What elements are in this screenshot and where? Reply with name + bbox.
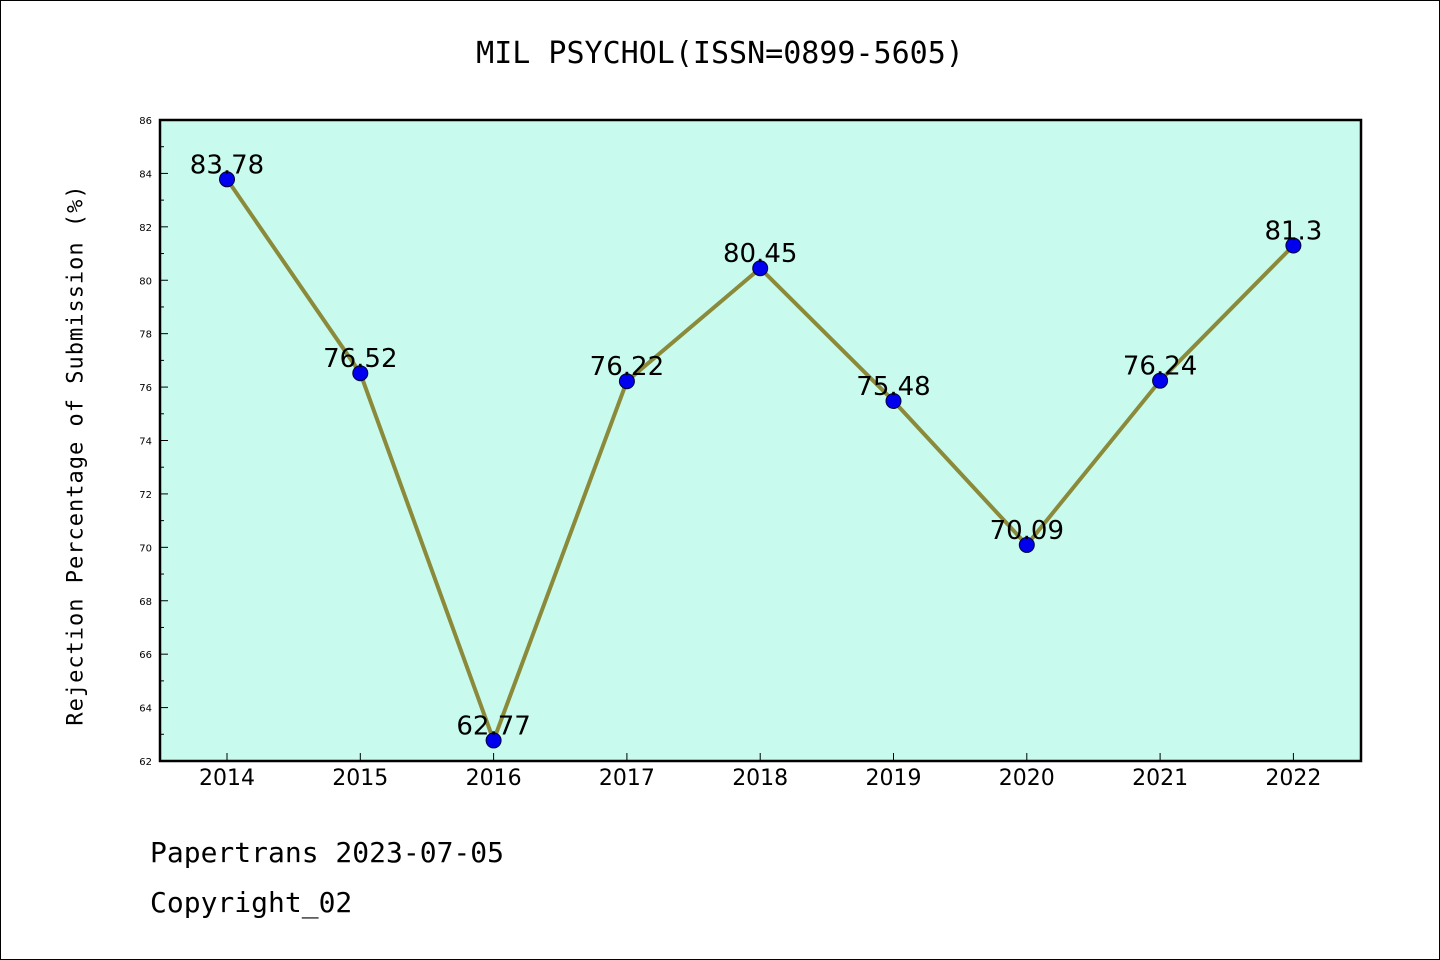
data-label: 75.48 (856, 372, 930, 402)
data-label: 76.22 (590, 352, 664, 382)
y-tick-label: 86 (139, 116, 152, 127)
data-point (219, 171, 235, 188)
footer-date: Papertrans 2023-07-05 (150, 836, 505, 869)
y-tick-label: 78 (139, 330, 152, 341)
x-axis: 2014 2015 2016 2017 2018 2019 2020 2021 2022 (199, 753, 1321, 791)
x-tick-label: 2022 (1265, 766, 1321, 791)
x-tick-label: 2017 (599, 766, 655, 791)
y-tick-label: 84 (139, 169, 152, 180)
data-point (1152, 372, 1169, 389)
y-tick-label: 82 (139, 223, 152, 234)
y-tick-label: 64 (139, 704, 152, 715)
data-point (885, 392, 902, 409)
data-point (1018, 536, 1035, 553)
x-tick-label: 2018 (732, 766, 788, 791)
x-tick-label: 2019 (866, 766, 922, 791)
y-tick-label: 66 (139, 650, 152, 661)
data-label: 76.52 (323, 344, 397, 374)
data-label: 80.45 (723, 239, 797, 269)
y-tick-label: 76 (139, 383, 152, 394)
data-label: 62.77 (456, 711, 530, 741)
data-label: 70.09 (990, 516, 1064, 546)
chart-title: MIL PSYCHOL(ISSN=0899-5605) (476, 36, 964, 71)
data-point (352, 365, 369, 382)
x-tick-label: 2021 (1132, 766, 1188, 791)
x-tick-label: 2016 (466, 766, 522, 791)
series-layer: 83.78 76.52 62.77 76.22 80.45 75.48 70.09 76.24… (190, 150, 1322, 749)
x-tick-label: 2014 (199, 766, 255, 791)
y-tick-label: 74 (139, 437, 152, 448)
x-tick-label: 2020 (999, 766, 1055, 791)
data-point (485, 732, 502, 749)
y-tick-label: 68 (139, 597, 152, 608)
data-label: 81.3 (1264, 217, 1322, 247)
y-tick-label: 62 (139, 757, 152, 768)
y-tick-label: 72 (139, 490, 152, 501)
data-label: 76.24 (1123, 352, 1197, 382)
plot-area (160, 120, 1361, 761)
y-tick-label: 70 (139, 543, 152, 554)
data-label: 83.78 (190, 150, 264, 180)
data-point (618, 373, 635, 390)
x-tick-label: 2015 (332, 766, 388, 791)
data-point (752, 260, 769, 277)
footer-copyright: Copyright_02 (150, 886, 353, 919)
y-tick-label: 80 (139, 276, 152, 287)
plot-frame (158, 118, 1363, 763)
data-point (1285, 237, 1302, 254)
